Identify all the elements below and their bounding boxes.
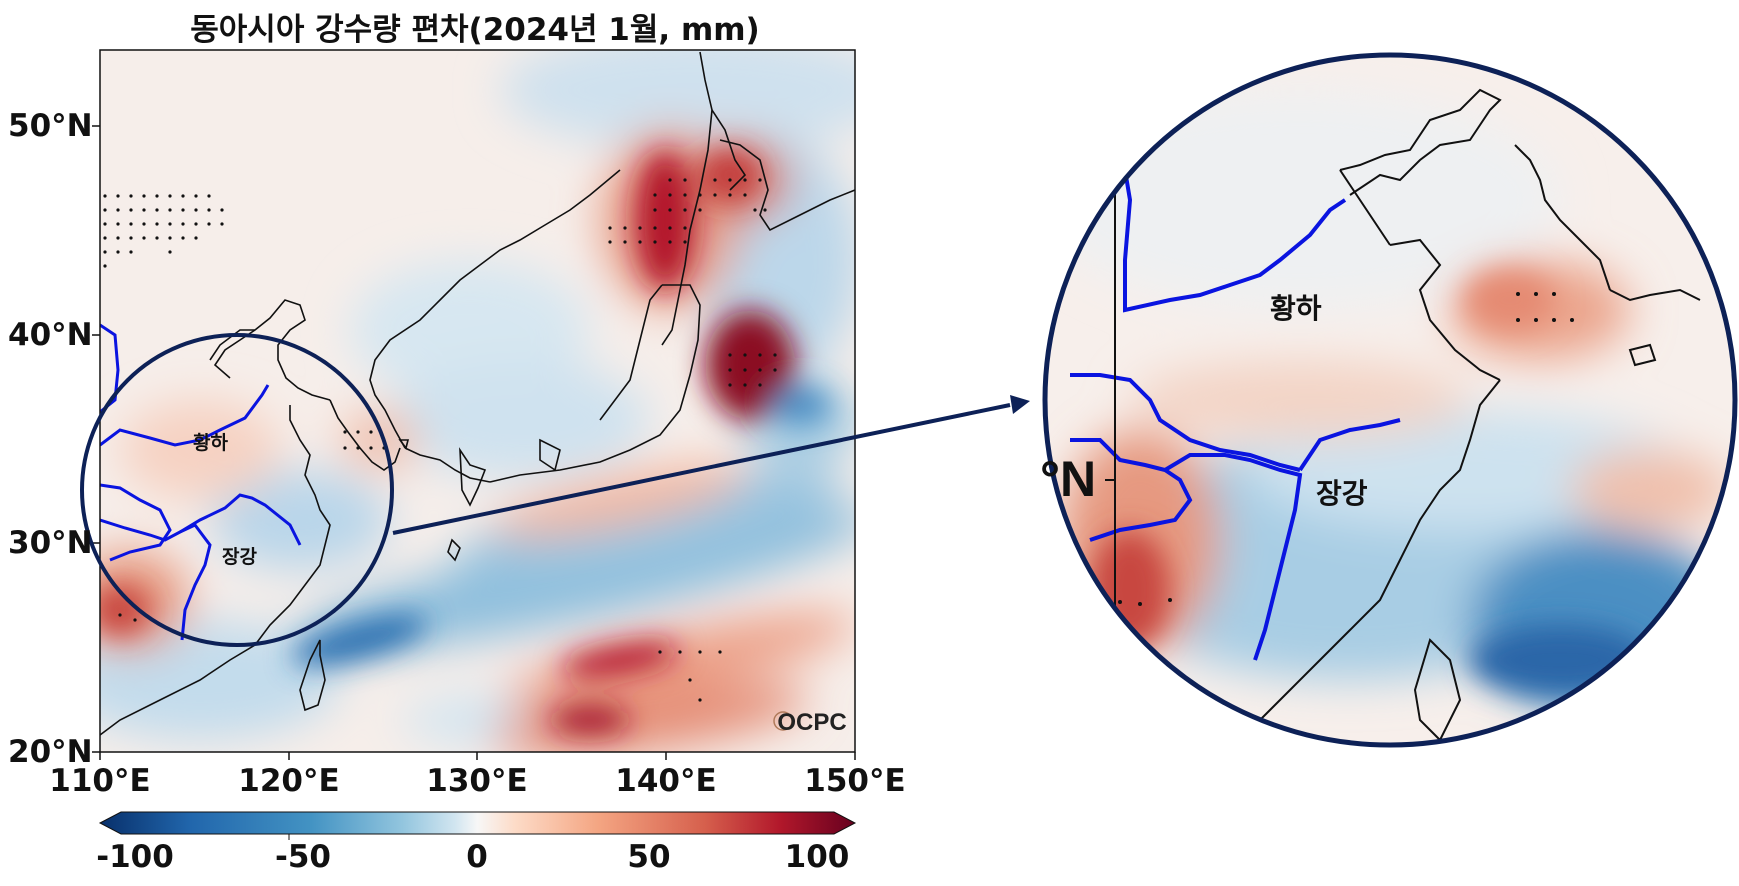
lat-tick-50: 50°N [8, 108, 93, 144]
colorbar [98, 811, 857, 840]
axis-ticks [92, 125, 856, 760]
ocpc-watermark: OCPC [773, 709, 847, 736]
lat-tick-30: 30°N [8, 525, 93, 561]
anomaly-map [100, 50, 855, 752]
lon-tick-140: 140°E [615, 763, 717, 799]
colorbar-tick-neg100: -100 [96, 839, 174, 875]
zoom-river-label-yangtze: 장강 [1316, 477, 1368, 510]
zoom-lat-label: °N [1040, 451, 1096, 507]
zoom-region-circle [80, 333, 394, 647]
rivers [100, 323, 302, 641]
river-label-yangtze: 장강 [222, 546, 257, 568]
lat-tick-40: 40°N [8, 317, 93, 353]
zoom-river-label-yellow: 황하 [1270, 292, 1322, 325]
colorbar-tick-neg50: -50 [274, 839, 331, 875]
watermark-text: OCPC [777, 709, 846, 736]
river-label-yellow: 황하 [193, 431, 228, 454]
significance-dots [103, 178, 777, 702]
chart-title: 동아시아 강수량 편차(2024년 1월, mm) [190, 12, 760, 48]
zoom-inset-border [1042, 52, 1738, 748]
colorbar-tick-50: 50 [627, 839, 671, 875]
lon-tick-130: 130°E [426, 763, 528, 799]
zoom-arrow [392, 395, 1030, 535]
lon-tick-120: 120°E [238, 763, 340, 799]
colorbar-tick-100: 100 [784, 839, 850, 875]
colorbar-tick-0: 0 [466, 839, 488, 875]
lon-tick-110: 110°E [49, 763, 151, 799]
anomaly-field [100, 50, 855, 752]
coastlines [100, 51, 855, 736]
zoom-inset [1045, 55, 1735, 745]
lat-tick-20: 20°N [8, 734, 93, 770]
lon-tick-150: 150°E [804, 763, 906, 799]
anomaly-cores [100, 150, 830, 734]
